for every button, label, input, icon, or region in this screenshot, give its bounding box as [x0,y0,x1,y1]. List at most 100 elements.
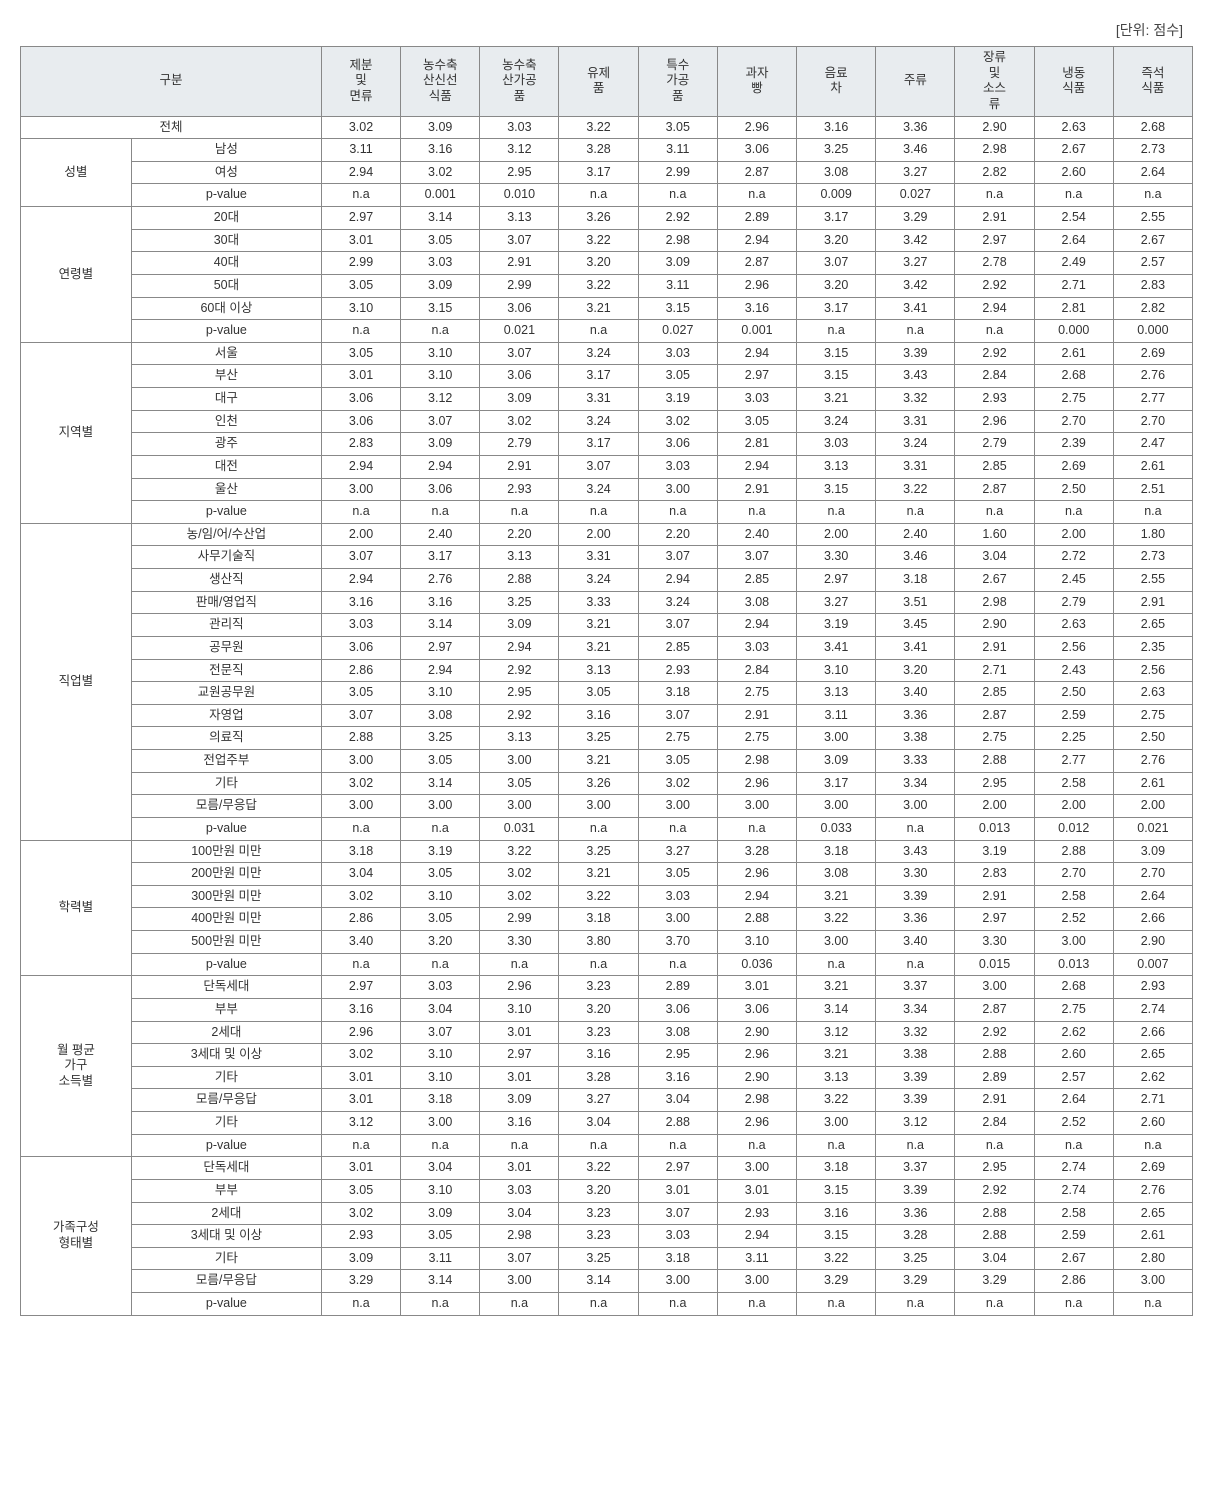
cell-value: 3.42 [876,229,955,252]
cell-value: 3.28 [559,1066,638,1089]
cell-value: 2.89 [955,1066,1034,1089]
cell-value: 3.22 [559,229,638,252]
cell-value: 2.71 [1113,1089,1192,1112]
cell-value: 3.10 [401,1044,480,1067]
cell-value: 2.97 [797,569,876,592]
cell-value: 2.88 [955,1202,1034,1225]
cell-value: 3.10 [401,885,480,908]
cell-value: 2.88 [638,1112,717,1135]
cell-value: 3.09 [480,388,559,411]
cell-value: 3.32 [876,388,955,411]
cell-value: 3.00 [797,931,876,954]
cell-value: 3.05 [321,274,400,297]
cell-value: 2.75 [1034,388,1113,411]
cell-value: 3.13 [480,727,559,750]
cell-value: n.a [480,1134,559,1157]
row-label: 여성 [131,161,321,184]
cell-value: 3.21 [797,388,876,411]
cell-value: 3.24 [876,433,955,456]
table-row: 모름/무응답3.013.183.093.273.042.983.223.392.… [21,1089,1193,1112]
cell-value: 3.05 [638,863,717,886]
cell-value: 3.46 [876,546,955,569]
cell-value: 2.91 [955,1089,1034,1112]
cell-value: n.a [955,1134,1034,1157]
cell-value: 3.16 [559,704,638,727]
cell-value: 3.28 [876,1225,955,1248]
cell-value: 2.20 [638,523,717,546]
cell-value: 3.01 [321,229,400,252]
cell-value: 2.74 [1113,998,1192,1021]
table-row: 교원공무원3.053.102.953.053.182.753.133.402.8… [21,682,1193,705]
cell-value: 3.10 [321,297,400,320]
row-label: 서울 [131,342,321,365]
row-label: 기타 [131,1112,321,1135]
cell-value: 2.87 [717,252,796,275]
table-row: p-valuen.an.a0.021n.a0.0270.001n.an.an.a… [21,320,1193,343]
cell-value: n.a [876,817,955,840]
row-label: 60대 이상 [131,297,321,320]
table-row: 기타3.023.143.053.263.022.963.173.342.952.… [21,772,1193,795]
cell-value: 3.11 [638,274,717,297]
cell-value: 3.02 [321,772,400,795]
row-label: 광주 [131,433,321,456]
cell-value: 2.63 [1034,614,1113,637]
table-row: 의료직2.883.253.133.252.752.753.003.382.752… [21,727,1193,750]
cell-value: 0.031 [480,817,559,840]
cell-value: 2.55 [1113,207,1192,230]
row-label: 생산직 [131,569,321,592]
cell-value: 3.00 [876,795,955,818]
row-label: 교원공무원 [131,682,321,705]
column-header: 음료차 [797,47,876,117]
cell-value: 2.75 [717,682,796,705]
cell-value: 2.61 [1113,1225,1192,1248]
column-header: 제분및면류 [321,47,400,117]
cell-value: 2.87 [955,998,1034,1021]
cell-value: 3.04 [559,1112,638,1135]
row-label: 300만원 미만 [131,885,321,908]
cell-value: n.a [321,1293,400,1316]
cell-value: 3.39 [876,1179,955,1202]
cell-value: 3.27 [797,591,876,614]
cell-value: 3.39 [876,1089,955,1112]
cell-value: 3.09 [480,614,559,637]
cell-value: 3.21 [559,614,638,637]
cell-value: 2.90 [955,614,1034,637]
cell-value: 3.05 [638,750,717,773]
cell-value: 2.88 [955,1044,1034,1067]
cell-value: 2.71 [955,659,1034,682]
cell-value: 2.64 [1113,885,1192,908]
table-row: 2세대3.023.093.043.233.072.933.163.362.882… [21,1202,1193,1225]
cell-value: 3.17 [559,433,638,456]
cell-value: 3.09 [480,1089,559,1112]
cell-value: 3.22 [480,840,559,863]
cell-value: 3.04 [955,546,1034,569]
cell-value: 2.97 [480,1044,559,1067]
cell-value: 2.88 [955,750,1034,773]
cell-value: 0.027 [638,320,717,343]
row-label: 판매/영업직 [131,591,321,614]
cell-value: 3.04 [401,998,480,1021]
cell-value: 3.31 [559,546,638,569]
cell-value: 2.99 [480,274,559,297]
cell-value: 3.00 [638,478,717,501]
cell-value: n.a [321,501,400,524]
table-row: 인천3.063.073.023.243.023.053.243.312.962.… [21,410,1193,433]
group-label: 성별 [21,139,132,207]
cell-value: 3.26 [559,207,638,230]
row-label: 공무원 [131,636,321,659]
cell-value: 3.07 [638,546,717,569]
cell-value: 2.00 [559,523,638,546]
cell-value: 3.01 [321,1089,400,1112]
cell-value: 2.90 [955,116,1034,139]
cell-value: 3.09 [401,433,480,456]
cell-value: 3.03 [797,433,876,456]
cell-value: 2.95 [480,682,559,705]
cell-value: 3.05 [480,772,559,795]
cell-value: 3.03 [480,1179,559,1202]
cell-value: 3.08 [797,161,876,184]
cell-value: 2.95 [638,1044,717,1067]
cell-value: 2.95 [955,1157,1034,1180]
cell-value: 2.56 [1034,636,1113,659]
cell-value: 2.94 [717,229,796,252]
cell-value: 2.87 [717,161,796,184]
